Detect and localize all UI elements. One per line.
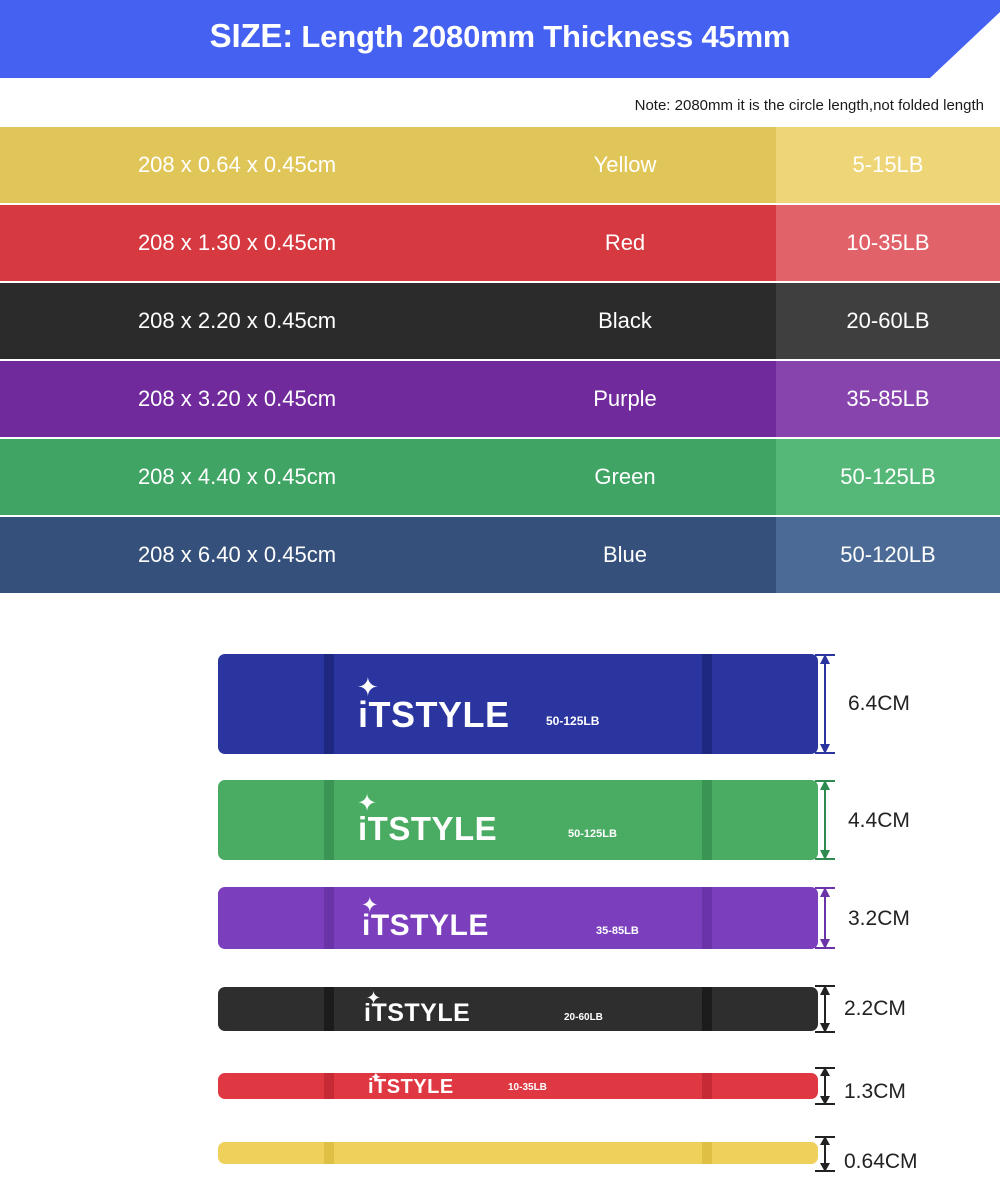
dimension-label-black: 2.2CM [844, 997, 906, 1020]
cell-color-name: Green [474, 439, 776, 515]
dimension-label-blue: 6.4CM [848, 692, 910, 715]
band-cap-left-icon [324, 780, 334, 860]
dimension-arrow-green-icon [815, 780, 835, 860]
band-cap-right-icon [702, 1073, 712, 1099]
cell-size: 208 x 0.64 x 0.45cm [0, 127, 474, 203]
band-cap-left-icon [324, 1073, 334, 1099]
sparkle-icon: ✦ [357, 672, 379, 702]
band-illustration-black: ✦ iTSTYLE 20-60LB [218, 987, 818, 1031]
cell-size: 208 x 1.30 x 0.45cm [0, 205, 474, 281]
header-banner: SIZE: Length 2080mm Thickness 45mm [0, 0, 1000, 78]
band-cap-right-icon [702, 1142, 712, 1164]
band-resistance-label: 50-125LB [568, 828, 617, 840]
size-table: 208 x 0.64 x 0.45cm Yellow 5-15LB 208 x … [0, 127, 1000, 595]
dimension-label-purple: 3.2CM [848, 907, 910, 930]
table-row: 208 x 4.40 x 0.45cm Green 50-125LB [0, 439, 1000, 515]
band-resistance-label: 35-85LB [596, 925, 639, 937]
band-diagram: ✦ iTSTYLE 50-125LB 6.4CM ✦ iTSTYLE 50-12… [0, 612, 1000, 1200]
cell-size: 208 x 2.20 x 0.45cm [0, 283, 474, 359]
table-row: 208 x 3.20 x 0.45cm Purple 35-85LB [0, 361, 1000, 437]
cell-color-name: Red [474, 205, 776, 281]
table-row: 208 x 0.64 x 0.45cm Yellow 5-15LB [0, 127, 1000, 203]
band-resistance-label: 20-60LB [564, 1012, 603, 1023]
sparkle-icon: ✦ [366, 988, 382, 1008]
table-row: 208 x 6.40 x 0.45cm Blue 50-120LB [0, 517, 1000, 593]
cell-size: 208 x 3.20 x 0.45cm [0, 361, 474, 437]
note-text: Note: 2080mm it is the circle length,not… [634, 97, 984, 114]
table-row: 208 x 2.20 x 0.45cm Black 20-60LB [0, 283, 1000, 359]
band-resistance-label: 50-125LB [546, 714, 600, 728]
band-brand-label: iTSTYLE [368, 1076, 454, 1098]
band-illustration-blue: ✦ iTSTYLE 50-125LB [218, 654, 818, 754]
dimension-label-red: 1.3CM [844, 1080, 906, 1103]
band-brand-label: iTSTYLE [358, 694, 510, 735]
cell-resistance: 5-15LB [776, 127, 1000, 203]
band-illustration-red: ✦ iTSTYLE 10-35LB [218, 1073, 818, 1099]
header-background-shape [0, 0, 1000, 78]
band-brand-label: iTSTYLE [358, 810, 498, 847]
page-title-rest: Length 2080mm Thickness 45mm [293, 19, 791, 54]
band-cap-left-icon [324, 654, 334, 754]
band-cap-left-icon [324, 887, 334, 949]
dimension-label-green: 4.4CM [848, 809, 910, 832]
cell-color-name: Purple [474, 361, 776, 437]
band-illustration-yellow [218, 1142, 818, 1164]
band-illustration-green: ✦ iTSTYLE 50-125LB [218, 780, 818, 860]
band-brand-label: iTSTYLE [364, 999, 471, 1027]
sparkle-icon: ✦ [361, 894, 379, 917]
cell-color-name: Black [474, 283, 776, 359]
band-cap-right-icon [702, 654, 712, 754]
page-title-prefix: SIZE: [209, 17, 294, 54]
dimension-arrow-black-icon [815, 985, 835, 1033]
dimension-arrow-blue-icon [815, 654, 835, 754]
cell-resistance: 35-85LB [776, 361, 1000, 437]
sparkle-icon: ✦ [370, 1073, 382, 1085]
band-cap-right-icon [702, 887, 712, 949]
sparkle-icon: ✦ [357, 790, 378, 817]
band-cap-left-icon [324, 987, 334, 1031]
cell-color-name: Yellow [474, 127, 776, 203]
cell-resistance: 10-35LB [776, 205, 1000, 281]
band-cap-left-icon [324, 1142, 334, 1164]
cell-resistance: 50-120LB [776, 517, 1000, 593]
band-cap-right-icon [702, 780, 712, 860]
cell-color-name: Blue [474, 517, 776, 593]
cell-size: 208 x 6.40 x 0.45cm [0, 517, 474, 593]
dimension-arrow-red-icon [815, 1067, 835, 1105]
cell-size: 208 x 4.40 x 0.45cm [0, 439, 474, 515]
band-cap-right-icon [702, 987, 712, 1031]
band-brand-label: iTSTYLE [362, 909, 489, 942]
band-illustration-purple: ✦ iTSTYLE 35-85LB [218, 887, 818, 949]
table-row: 208 x 1.30 x 0.45cm Red 10-35LB [0, 205, 1000, 281]
cell-resistance: 20-60LB [776, 283, 1000, 359]
page-title: SIZE: Length 2080mm Thickness 45mm [0, 0, 1000, 72]
dimension-arrow-purple-icon [815, 887, 835, 949]
dimension-arrow-yellow-icon [815, 1136, 835, 1172]
cell-resistance: 50-125LB [776, 439, 1000, 515]
dimension-label-yellow: 0.64CM [844, 1150, 918, 1173]
band-resistance-label: 10-35LB [508, 1082, 547, 1093]
